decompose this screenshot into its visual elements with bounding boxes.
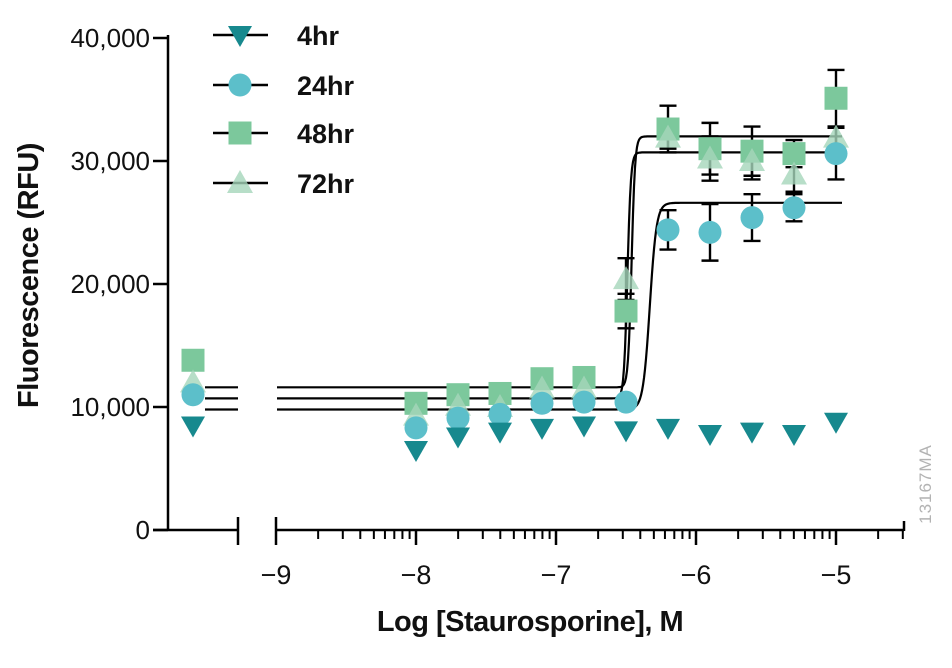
legend-label-24hr: 24hr xyxy=(297,71,355,101)
y-tick-label: 30,000 xyxy=(70,146,150,176)
triangle-up-marker-icon xyxy=(739,148,765,171)
circle-marker-icon xyxy=(228,73,252,97)
triangle-down-marker-icon xyxy=(228,26,252,47)
triangle-down-marker-icon xyxy=(698,425,722,447)
triangle-up-marker-icon xyxy=(697,145,723,169)
fit-curves xyxy=(205,135,843,411)
x-tick-label: −9 xyxy=(261,560,292,590)
legend-label-72hr: 72hr xyxy=(297,169,355,199)
circle-marker-icon xyxy=(782,196,806,220)
x-tick-label: −7 xyxy=(541,560,572,590)
series-72hr xyxy=(180,124,849,426)
axes: 0 10,000 20,000 30,000 40,000 −9 −8 −7 −6 −5 xyxy=(70,23,906,590)
circle-marker-icon xyxy=(446,406,470,430)
circle-marker-icon xyxy=(614,390,638,414)
square-marker-icon xyxy=(181,348,205,372)
square-marker-icon xyxy=(614,299,638,323)
circle-marker-icon xyxy=(824,142,848,166)
square-marker-icon xyxy=(824,86,848,110)
circle-marker-icon xyxy=(698,220,722,244)
triangle-up-marker-icon xyxy=(823,124,849,148)
legend: 4hr 24hr 48hr 72hr xyxy=(213,21,355,199)
fit-curve-48hr xyxy=(205,135,843,389)
triangle-up-marker-icon xyxy=(781,161,807,185)
x-axis-title: Log [Staurosporine], M xyxy=(376,606,684,638)
triangle-up-marker-icon xyxy=(227,170,253,193)
triangle-down-marker-icon xyxy=(782,425,806,447)
fit-curve-24hr xyxy=(205,201,843,411)
triangle-up-marker-icon xyxy=(529,375,555,399)
triangle-up-marker-icon xyxy=(655,124,681,148)
x-tick-label: −8 xyxy=(401,560,432,590)
y-axis-title: Fluorescence (RFU) xyxy=(13,143,45,408)
circle-marker-icon xyxy=(181,383,205,407)
circle-marker-icon xyxy=(404,416,428,440)
triangle-down-marker-icon xyxy=(488,422,512,444)
circle-marker-icon xyxy=(530,391,554,415)
triangle-down-marker-icon xyxy=(404,441,428,463)
watermark-text: 13167MA xyxy=(916,444,935,524)
triangle-down-marker-icon xyxy=(824,412,848,434)
y-tick-label: 40,000 xyxy=(70,23,150,53)
x-tick-label: −5 xyxy=(821,560,852,590)
series-4hr xyxy=(181,412,848,463)
square-marker-icon xyxy=(782,142,806,166)
series-24hr xyxy=(181,142,848,440)
triangle-up-marker-icon xyxy=(613,266,639,290)
triangle-down-marker-icon xyxy=(614,421,638,443)
y-tick-label: 10,000 xyxy=(70,392,150,422)
triangle-down-marker-icon xyxy=(181,416,205,438)
circle-marker-icon xyxy=(572,390,596,414)
square-marker-icon xyxy=(488,381,512,405)
triangle-down-marker-icon xyxy=(572,416,596,438)
square-marker-icon xyxy=(228,121,252,145)
triangle-down-marker-icon xyxy=(656,418,680,440)
y-tick-label: 0 xyxy=(136,515,150,545)
circle-marker-icon xyxy=(740,206,764,230)
triangle-down-marker-icon xyxy=(446,427,470,449)
x-tick-label: −6 xyxy=(681,560,712,590)
triangle-down-marker-icon xyxy=(530,418,554,440)
y-tick-label: 20,000 xyxy=(70,269,150,299)
legend-label-4hr: 4hr xyxy=(297,21,340,51)
circle-marker-icon xyxy=(656,218,680,242)
triangle-down-marker-icon xyxy=(740,422,764,444)
legend-label-48hr: 48hr xyxy=(297,119,355,149)
circle-marker-icon xyxy=(488,402,512,426)
